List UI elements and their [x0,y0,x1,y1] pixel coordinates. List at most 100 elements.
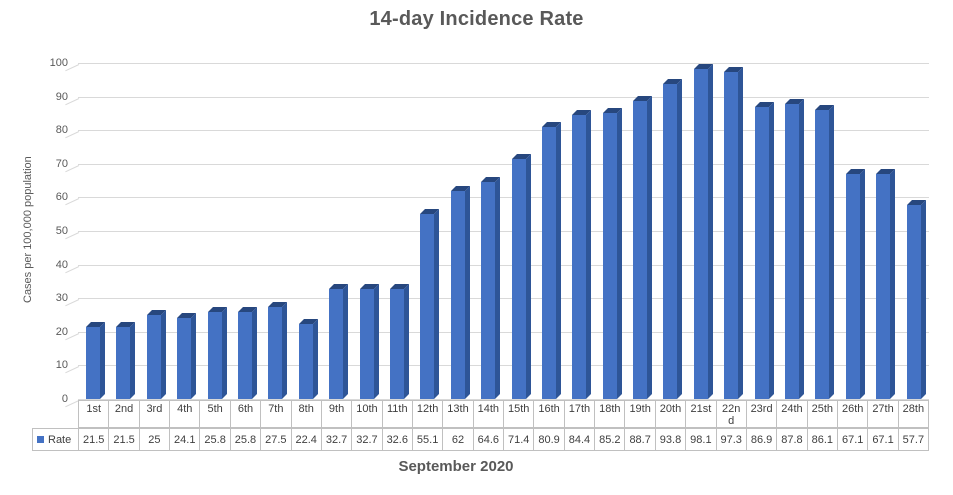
value-cell-22nd: 97.3 [715,428,746,451]
bar-2nd [116,326,131,399]
category-cell-8th: 8th [290,401,321,427]
bar-14th [481,181,496,399]
category-label: 28th [902,403,925,415]
value-cell-18th: 85.2 [594,428,625,451]
category-label: 5th [207,403,223,415]
category-label: 4th [177,403,193,415]
category-cell-5th: 5th [199,401,229,427]
category-cell-12th: 12th [411,401,442,427]
y-tick-label-90: 90 [55,90,68,103]
bar-19th [633,100,648,399]
y-tick-label-100: 100 [49,57,68,69]
bar-15th [511,159,526,399]
category-cell-10th: 10th [351,401,381,427]
plot-area: 0 10 20 30 40 50 60 70 80 90 100 [50,57,929,405]
bar-13th [450,190,465,399]
bar-6th [237,312,252,399]
gridline-80 [78,130,929,132]
bar-25th [815,109,830,399]
value-cell-25th: 86.1 [806,428,837,451]
category-cell-1st: 1st [78,401,108,427]
bar-4th [177,318,192,399]
category-label: 18th [599,403,621,415]
category-label: 12th [416,403,439,415]
category-cell-27th: 27th [867,401,897,427]
value-cell-5th: 25.8 [199,428,230,451]
category-cell-19th: 19th [624,401,654,427]
category-cell-25th: 25th [806,401,837,427]
gridline-60 [78,197,929,199]
category-label: 23rd [750,403,773,415]
bar-12th [420,213,435,399]
category-label: 22nd [722,403,741,427]
chart-title: 14-day Incidence Rate [369,8,584,30]
category-cell-15th: 15th [503,401,533,427]
value-cell-7th: 27.5 [260,428,291,451]
value-cell-2nd: 21.5 [108,428,139,451]
category-label: 17th [568,403,591,415]
bar-21st [693,69,708,399]
bar-10th [359,289,374,399]
category-label: 6th [237,403,254,415]
category-label: 2nd [114,403,134,415]
bar-5th [207,312,222,399]
category-label: 15th [508,403,530,415]
category-label: 20th [659,403,682,415]
category-cell-3rd: 3rd [138,401,169,427]
bar-20th [663,83,678,399]
y-tick-label-80: 80 [55,124,68,137]
legend-cell: Rate [32,428,78,451]
y-tick-label-40: 40 [55,258,68,271]
category-cell-14th: 14th [472,401,503,427]
value-cell-19th: 88.7 [624,428,655,451]
category-cell-7th: 7th [260,401,290,427]
category-label: 8th [298,403,314,415]
category-cell-26th: 26th [836,401,867,427]
gridline-40 [78,264,929,266]
bar-11th [389,289,404,399]
bar-23rd [754,107,769,399]
value-cell-3rd: 25 [138,428,170,451]
category-label: 3rd [146,403,163,415]
category-cell-2nd: 2nd [108,401,138,427]
y-tick-label-70: 70 [55,157,68,170]
legend-swatch-icon [37,436,44,443]
value-cell-13th: 62 [442,428,473,451]
bar-9th [329,289,344,399]
category-label: 11th [386,403,408,415]
bar-28th [906,205,921,399]
category-cell-6th: 6th [229,401,260,427]
category-cell-23rd: 23rd [745,401,776,427]
gridline-20 [78,331,929,333]
category-label: 26th [841,403,864,415]
bar-17th [572,115,587,399]
gridline-10 [78,365,929,367]
data-table-row: Rate 21.5 21.5 25 24.1 25.8 25.8 27.5 22.4 32.7 3… [32,428,930,451]
bar-22nd [724,72,739,399]
category-label: 19th [629,403,651,415]
y-tick-label-20: 20 [55,325,68,338]
bar-24th [785,104,800,399]
category-label: 14th [477,403,500,415]
y-tick-label-0: 0 [61,393,68,405]
gridline-90 [78,96,929,98]
category-cell-28th: 28th [897,401,930,427]
value-cell-12th: 55.1 [411,428,443,451]
value-cell-26th: 67.1 [836,428,868,451]
y-tick-label-30: 30 [55,292,68,305]
category-cell-11th: 11th [381,401,412,427]
category-cell-20th: 20th [654,401,685,427]
value-cell-1st: 21.5 [78,428,109,451]
value-cell-17th: 84.4 [563,428,595,451]
category-label: 9th [328,403,345,415]
gridline-0 [78,399,929,400]
value-cell-9th: 32.7 [320,428,352,451]
y-tick-label-10: 10 [55,359,68,372]
value-cell-11th: 32.6 [381,428,412,451]
gridline-50 [78,231,929,232]
x-axis-title: September 2020 [398,458,514,475]
category-label: 13th [447,403,469,415]
category-label: 24th [781,403,803,415]
value-cell-15th: 71.4 [503,428,534,451]
